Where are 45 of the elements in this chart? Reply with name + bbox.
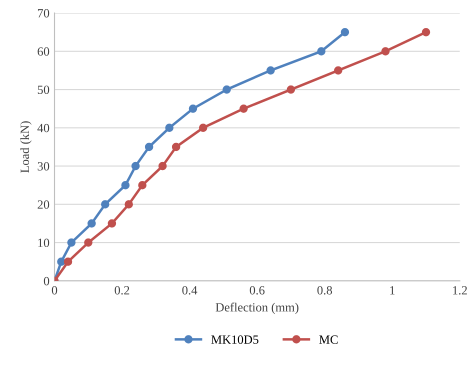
x-tick-label: 0.4 — [182, 286, 198, 295]
y-tick-label: 40 — [37, 124, 50, 132]
point — [87, 219, 96, 228]
legend-label: MC — [319, 335, 338, 344]
x-axis-title: Deflection (mm) — [216, 302, 298, 314]
point — [124, 200, 133, 208]
y-tick-label: 70 — [38, 9, 50, 18]
x-tick-label: 0.6 — [250, 286, 265, 295]
x-tick-label: 0.2 — [114, 286, 130, 295]
point — [381, 47, 390, 56]
x-tick-label: 0.8 — [317, 286, 332, 295]
point — [198, 124, 208, 132]
point — [57, 258, 66, 266]
y-axis-title: Load (kN) — [20, 121, 32, 173]
point — [239, 104, 248, 113]
point — [64, 258, 72, 266]
y-tick-label: 0 — [44, 276, 50, 286]
legend-label: MK10D5 — [211, 335, 258, 344]
y-tick-label: 60 — [38, 47, 50, 56]
point — [340, 28, 350, 36]
point — [108, 219, 116, 228]
point — [101, 200, 110, 208]
point — [138, 181, 146, 190]
point — [222, 85, 231, 94]
point — [165, 124, 174, 132]
point — [84, 238, 92, 247]
point — [131, 162, 140, 170]
point — [172, 142, 180, 152]
point — [121, 181, 130, 190]
point — [158, 162, 167, 170]
point — [266, 66, 275, 75]
y-tick-label: 50 — [38, 86, 50, 94]
point — [334, 66, 342, 75]
y-tick-label: 20 — [38, 200, 50, 209]
y-tick-label: 10 — [38, 238, 50, 248]
x-tick-label: 0 — [52, 286, 58, 295]
point — [317, 47, 326, 56]
point — [422, 28, 430, 36]
x-tick-label: 1 — [390, 286, 395, 294]
y-tick-label: 30 — [38, 162, 50, 171]
point — [144, 142, 154, 152]
point — [67, 238, 76, 247]
point — [286, 85, 296, 94]
x-tick-label: 1.2 — [453, 286, 467, 295]
point — [188, 104, 198, 113]
